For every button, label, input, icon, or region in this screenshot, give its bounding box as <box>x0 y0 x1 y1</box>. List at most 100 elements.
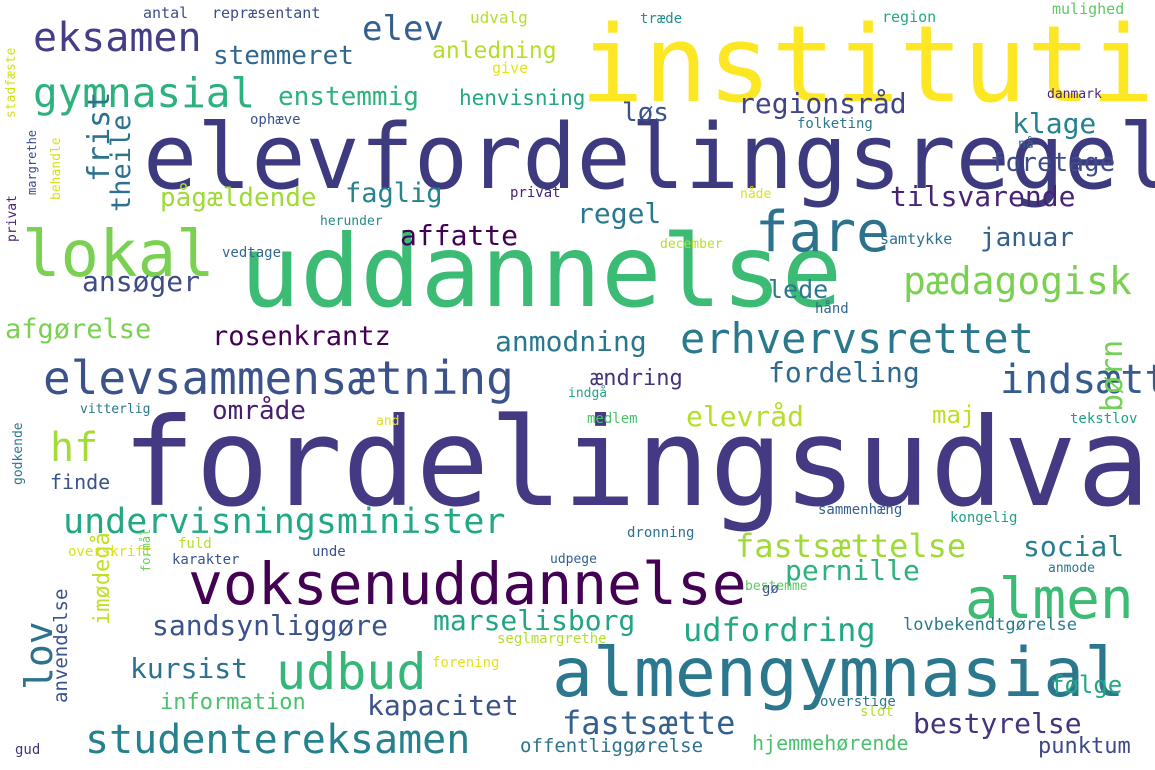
word-stemmeret: stemmeret <box>213 41 354 71</box>
word-sandsynliggoere: sandsynliggøre <box>152 609 389 642</box>
word-behandle: behandle <box>49 137 64 200</box>
word-bestemme: anmode <box>1048 561 1095 576</box>
word-fordeling: fordeling <box>768 356 920 389</box>
word-sammenhaeng: godkende <box>11 422 26 485</box>
word-december: herunder <box>320 214 383 229</box>
word-margrethe: margrethe <box>25 129 39 195</box>
word-elevsammensaetning: elevsammensætning <box>43 351 514 405</box>
word-afgoerelse: afgørelse <box>5 314 152 345</box>
word-tilsvarende: tilsvarende <box>890 180 1076 213</box>
word-udpege: dronning <box>627 525 695 541</box>
word-elev: elev <box>362 9 444 49</box>
word-danmark: danmark <box>1047 87 1102 102</box>
word-privat: privat <box>5 195 20 242</box>
word-fastsaettelse: fastsættelse <box>735 527 967 565</box>
word-traede: træde <box>640 11 683 27</box>
word-region: region <box>882 8 937 26</box>
word-fuld: formål <box>139 528 153 572</box>
word-anmode: udpege <box>550 552 597 567</box>
word-aendring: ændring <box>590 366 683 391</box>
word-anvendelse: anvendelse <box>50 588 72 703</box>
word-uddannelse: uddannelse <box>240 213 843 330</box>
word-antal: antal <box>143 4 189 22</box>
word-finde: finde <box>50 470 111 494</box>
word-goe: bestemme <box>745 579 808 594</box>
word-hf: hf <box>50 425 99 471</box>
word-indgaa: vitterlig <box>80 402 151 417</box>
word-samtykke: december <box>660 237 723 252</box>
word-bestyrelse: bestyrelse <box>913 707 1082 740</box>
word-overskrift: kongelig <box>950 510 1018 526</box>
word-elevraad: elevråd <box>686 400 805 433</box>
word-anledning: anledning <box>432 38 557 64</box>
word-unde: karakter <box>172 552 240 568</box>
word-fordelingsudvalg: fordelingsudvalg <box>122 392 1155 534</box>
word-social: social <box>1023 530 1125 563</box>
word-information: information <box>160 690 306 715</box>
word-vedtage: samtykke <box>880 230 953 248</box>
word-januar: januar <box>980 223 1074 253</box>
word-regionsraad: regionsråd <box>738 87 907 120</box>
word-udfordring: udfordring <box>683 611 876 649</box>
word-eksamen: eksamen <box>33 15 202 61</box>
word-kapacitet: kapacitet <box>367 689 519 722</box>
word-almengymnasial: almengymnasial <box>552 634 1126 713</box>
word-rosenkrantz: rosenkrantz <box>212 321 391 352</box>
word-udbud: udbud <box>276 643 427 701</box>
word-vitterlig: hånd <box>815 301 849 317</box>
word-regel: regel <box>577 197 662 230</box>
word-give: give <box>492 59 529 77</box>
word-naa: nå <box>1018 137 1034 152</box>
word-punktum: punktum <box>1038 734 1131 759</box>
word-slot: overstige <box>820 694 896 710</box>
word-elevfordelingsregel: elevfordelingsregel <box>143 105 1155 210</box>
word-forening: seglmargrethe <box>497 631 607 647</box>
word-lovbekendtgoerelse: lovbekendtgørelse <box>903 615 1077 635</box>
word-udvalg: udvalg <box>470 8 528 27</box>
word-gymnasial: gymnasial <box>33 69 256 117</box>
word-overstige: forening <box>432 655 500 671</box>
word-medlem: and <box>376 414 400 429</box>
word-gud: slot <box>860 704 894 720</box>
word-ophaeve: ophæve <box>250 112 301 128</box>
word-maj: maj <box>932 401 976 429</box>
word-herunder: nåde <box>740 187 772 202</box>
word-lov: indsætte <box>1000 357 1155 403</box>
word-lokal: lokal <box>22 218 215 292</box>
word-loes: løs <box>622 98 669 128</box>
word-foelge: følge <box>1050 671 1123 699</box>
word-repraesentant: repræsentant <box>212 4 321 22</box>
word-paagaeldende: pågældende <box>160 183 317 213</box>
word-erhvervsrettet: erhvervsrettet <box>680 314 1035 363</box>
word-undervisningsminister: undervisningsminister <box>63 502 506 542</box>
word-offentliggoerelse: offentliggørelse <box>520 735 704 757</box>
word-voksenuddannelse: voksenuddannelse <box>188 550 747 618</box>
word-marselisborg: marselisborg <box>433 604 636 637</box>
word-formaal: overskrift <box>68 544 153 560</box>
word-theile: theile <box>106 114 137 212</box>
word-tekstlov: medlem <box>587 411 638 427</box>
word-mulighed: mulighed <box>1052 0 1125 18</box>
word-dronning: unde <box>312 544 346 560</box>
word-boern: børn <box>1095 339 1130 412</box>
word-kraft: gud <box>15 742 41 758</box>
word-anmodning: anmodning <box>495 325 647 358</box>
word-kongelig: sammenhæng <box>818 502 903 518</box>
word-pernille: pernille <box>785 554 920 587</box>
word-omraade: område <box>212 396 306 426</box>
word-henvisning: henvisning <box>459 86 586 110</box>
word-fare: fare <box>755 200 890 265</box>
word-godkende: tekstlov <box>1070 411 1138 427</box>
word-paedagogisk: pædagogisk <box>903 259 1132 303</box>
word-hjemmehoerende: hjemmehørende <box>752 731 909 755</box>
word-ansoeger: ansøger <box>82 265 201 298</box>
word-seglmargrethe: gø <box>762 581 779 597</box>
word-institution: institution <box>580 3 1155 126</box>
word-karakter: fuld <box>178 536 212 552</box>
word-enstemmig: enstemmig <box>278 82 419 112</box>
word-almen: almen <box>965 567 1134 632</box>
word-affatte: affatte <box>400 219 519 252</box>
word-naade: privat <box>510 185 561 201</box>
word-foretage: foretage <box>990 148 1116 178</box>
